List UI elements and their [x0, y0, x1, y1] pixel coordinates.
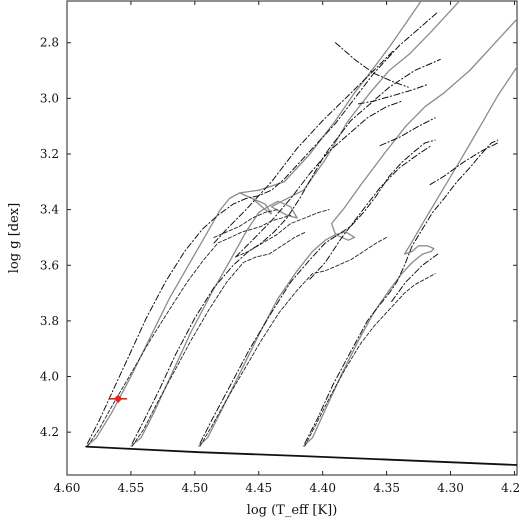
series-dashed-20	[199, 236, 388, 447]
series-dashed-21	[304, 273, 436, 447]
series-dashdot-9	[358, 84, 428, 105]
series-solid-1	[130, 1, 461, 447]
tick-layer: 4.60 4.55 4.50 4.45 4.40 4.35 4.30 4.25 2.8 3.0 3.…	[40, 1, 520, 495]
series-solid-2	[198, 18, 517, 447]
series-layer	[85, 1, 517, 466]
x-tick-label: 4.25	[501, 481, 520, 495]
series-dashdot-15	[429, 142, 499, 186]
series-dashed-18	[131, 231, 307, 447]
x-tick-label: 4.55	[118, 481, 145, 495]
series-dashdot-10	[199, 139, 436, 444]
series-dashdot-12	[379, 117, 436, 147]
x-tick-label: 4.60	[54, 481, 81, 495]
plot-frame	[66, 0, 518, 476]
y-tick-label: 4.2	[40, 425, 59, 439]
series-dashdot-6	[335, 42, 409, 88]
y-axis-label: log g [dex]	[7, 203, 22, 273]
series-dashdot-4	[87, 11, 439, 444]
series-zams-22	[85, 445, 517, 466]
y-tick-label: 3.8	[40, 314, 59, 328]
series-dashed-17	[213, 209, 279, 238]
series-dashed-19	[235, 209, 330, 258]
series-dashdot-8	[235, 100, 403, 258]
x-tick-label: 4.35	[373, 481, 400, 495]
star-marker-layer	[109, 394, 128, 403]
x-axis-label: log (T_eff [K])	[247, 503, 338, 518]
series-dashdot-13	[304, 139, 499, 444]
x-tick-label: 4.40	[309, 481, 336, 495]
y-tick-label: 4.0	[40, 370, 59, 384]
series-dashed-16	[87, 214, 292, 447]
series-dashdot-5	[213, 50, 394, 244]
series-dashdot-14	[391, 253, 439, 302]
y-tick-label: 2.8	[40, 36, 59, 50]
series-solid-3	[302, 65, 517, 447]
x-tick-label: 4.50	[181, 481, 208, 495]
x-tick-label: 4.30	[437, 481, 464, 495]
series-dashdot-7	[131, 58, 441, 444]
y-tick-label: 3.0	[40, 91, 59, 105]
y-tick-label: 3.4	[40, 203, 59, 217]
x-tick-label: 4.45	[245, 481, 272, 495]
y-tick-label: 3.6	[40, 258, 59, 272]
y-tick-label: 3.2	[40, 147, 59, 161]
series-dashdot-11	[309, 145, 432, 280]
star-marker	[113, 394, 123, 403]
